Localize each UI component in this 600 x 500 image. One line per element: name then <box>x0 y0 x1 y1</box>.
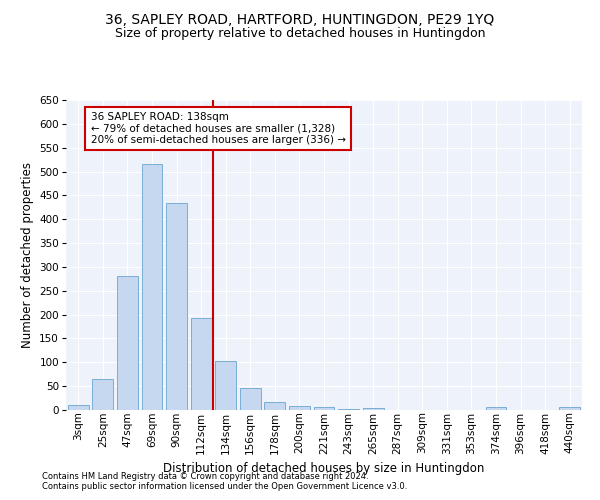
Y-axis label: Number of detached properties: Number of detached properties <box>21 162 34 348</box>
Text: 36, SAPLEY ROAD, HARTFORD, HUNTINGDON, PE29 1YQ: 36, SAPLEY ROAD, HARTFORD, HUNTINGDON, P… <box>106 12 494 26</box>
Bar <box>166 202 187 410</box>
Bar <box>142 164 163 410</box>
Bar <box>485 406 506 410</box>
Bar <box>191 318 212 410</box>
Bar <box>338 409 359 410</box>
Bar <box>265 402 286 410</box>
Bar <box>117 276 138 410</box>
X-axis label: Distribution of detached houses by size in Huntingdon: Distribution of detached houses by size … <box>163 462 485 475</box>
Text: Size of property relative to detached houses in Huntingdon: Size of property relative to detached ho… <box>115 28 485 40</box>
Bar <box>215 361 236 410</box>
Bar <box>289 406 310 410</box>
Bar <box>314 407 334 410</box>
Bar <box>240 388 261 410</box>
Bar <box>92 379 113 410</box>
Bar <box>362 408 383 410</box>
Bar <box>559 407 580 410</box>
Text: Contains public sector information licensed under the Open Government Licence v3: Contains public sector information licen… <box>42 482 407 491</box>
Text: Contains HM Land Registry data © Crown copyright and database right 2024.: Contains HM Land Registry data © Crown c… <box>42 472 368 481</box>
Text: 36 SAPLEY ROAD: 138sqm
← 79% of detached houses are smaller (1,328)
20% of semi-: 36 SAPLEY ROAD: 138sqm ← 79% of detached… <box>91 112 346 145</box>
Bar <box>68 405 89 410</box>
